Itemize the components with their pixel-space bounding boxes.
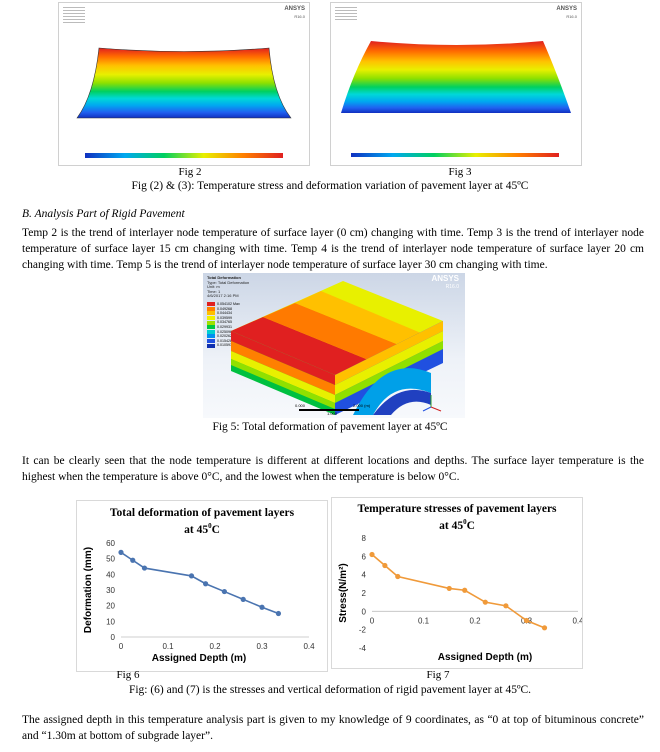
fig7-x-axis-label: Assigned Depth (m) (438, 652, 532, 663)
fig6-chart-title: Total deformation of pavement layers at … (109, 507, 295, 536)
fig6-data-point (141, 565, 148, 571)
fig7-data-point (462, 587, 468, 593)
fig6-data-point (221, 588, 227, 595)
fig7-data-point (395, 573, 401, 580)
fig6-data-point (203, 581, 209, 587)
fig7-series-line (371, 553, 545, 629)
fig3-caption: Fig 3 (448, 166, 472, 178)
fig3-header-text (335, 7, 357, 21)
fig7-y-tick-label: 0 (362, 607, 367, 616)
fig7-y-tick-label: 8 (362, 534, 367, 543)
fig7-y-tick-label: 6 (362, 552, 367, 561)
axis-triad-icon (422, 395, 442, 412)
fig6-y-tick-label: 0 (111, 633, 116, 642)
fig7-y-axis-label: Stress(N/m²) (338, 563, 349, 622)
fig6-x-tick-label: 0.3 (256, 642, 268, 651)
fig5-scale-label-0: 0.000 (295, 403, 306, 408)
fig5-scale-label-2: 2.000 (m) (353, 403, 371, 408)
fig3-logo: ANSYS R16.0 (556, 6, 577, 19)
fig2-logo: ANSYS R16.0 (284, 6, 305, 19)
paragraph-3: The assigned depth in this temperature a… (22, 714, 644, 742)
fig6-y-tick-label: 40 (106, 570, 115, 579)
fig2-image: ANSYS R16.0 (58, 2, 310, 166)
fig7-x-tick-label: 0.4 (572, 616, 582, 625)
fig7-data-point (482, 599, 488, 605)
fig3-contour-plot (341, 41, 571, 157)
fig6-data-point (188, 573, 195, 579)
fig6-x-tick-label: 0 (119, 642, 124, 651)
fig6-y-tick-label: 30 (106, 586, 115, 595)
fig7-y-tick-label: 2 (362, 589, 367, 598)
fig7-x-tick-label: 0.2 (469, 616, 481, 625)
paragraph-2: It can be clearly seen that the node tem… (22, 455, 644, 483)
fig7-y-tick-label: -2 (359, 626, 367, 635)
fig6-chart: Total deformation of pavement layers at … (76, 500, 328, 672)
fig7-data-point (369, 551, 375, 558)
fig7-data-point (541, 625, 548, 631)
fig5-image: Total Deformation Type: Total Deformatio… (203, 273, 465, 418)
fig6-y-tick-label: 20 (106, 602, 115, 611)
fig5-logo: ANSYS R16.0 (431, 274, 459, 291)
fig5-caption: Fig 5: Total deformation of pavement lay… (212, 421, 448, 433)
fig6-y-tick-label: 10 (106, 617, 115, 626)
fig6-data-point (275, 610, 282, 617)
fig7-data-point (503, 603, 509, 609)
fig7-chart-title: Temperature stresses of pavement layers … (357, 503, 557, 532)
fig67-caption: Fig: (6) and (7) is the stresses and ver… (128, 684, 532, 696)
fig6-data-point (259, 604, 265, 610)
fig6-plot: 0 10 20 30 40 50 60 0 0.1 0.2 0.3 0.4 Assigned Depth… (83, 539, 315, 664)
fig7-x-tick-label: 0 (370, 616, 375, 625)
fig7-x-tick-label: 0.1 (418, 616, 430, 625)
fig6-data-point (130, 557, 136, 563)
fig7-data-point (446, 585, 452, 592)
fig5-legend: 0.054102 Max 0.049268 0.044434 0.039599 … (207, 302, 240, 348)
fig6-x-axis-label: Assigned Depth (m) (152, 653, 246, 664)
fig7-data-point (382, 562, 388, 569)
fig6-data-point (240, 596, 246, 602)
fig7-caption: Fig 7 (426, 669, 450, 681)
section-paragraph: Temp 2 is the trend of interlayer node t… (22, 227, 644, 271)
fig2-caption: Fig 2 (178, 166, 202, 178)
fig6-x-tick-label: 0.2 (209, 642, 221, 651)
fig7-y-tick-label: 4 (362, 571, 367, 580)
fig5-scale-label-1: 1.000 (327, 411, 338, 416)
fig6-data-point (118, 549, 124, 555)
fig23-caption: Fig (2) & (3): Temperature stress and de… (131, 180, 529, 192)
fig6-series-line (120, 551, 279, 615)
fig6-caption: Fig 6 (116, 669, 140, 681)
fig2-header-text (63, 7, 85, 23)
fig7-data-point (523, 617, 530, 624)
fig6-y-axis-label: Deformation (mm) (83, 547, 94, 633)
fig5-header: Total Deformation Type: Total Deformatio… (207, 275, 250, 298)
fig6-x-tick-label: 0.4 (303, 642, 315, 651)
fig2-contour-plot (76, 47, 292, 158)
fig6-y-tick-label: 60 (106, 539, 115, 548)
fig7-chart: Temperature stresses of pavement layers … (331, 497, 583, 669)
fig7-y-tick-label: -4 (359, 644, 367, 653)
fig6-x-tick-label: 0.1 (162, 642, 174, 651)
fig6-y-tick-label: 50 (106, 555, 115, 564)
fig3-image: ANSYS R16.0 (330, 2, 582, 166)
fig5-3d-model: 0.000 1.000 2.000 (m) (231, 281, 443, 416)
section-heading: B. Analysis Part of Rigid Pavement (22, 208, 185, 220)
